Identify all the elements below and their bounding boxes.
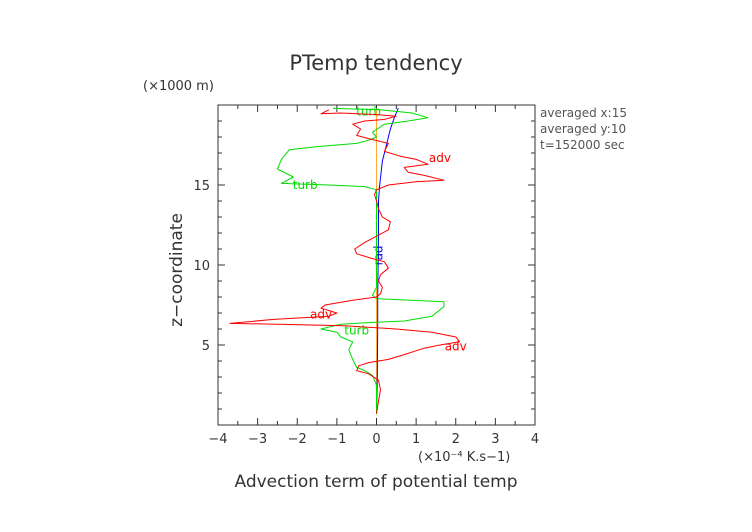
x-unit-label: (×10⁻⁴ K.s−1)	[418, 450, 510, 465]
annotation-averaged-y: averaged y:10	[540, 122, 626, 136]
series-label-adv: adv	[445, 340, 467, 354]
x-axis-label: Advection term of potential temp	[234, 472, 517, 492]
y-unit-label: (×1000 m)	[143, 79, 214, 94]
series-label-adv: adv	[310, 308, 332, 322]
y-tick-label: 5	[202, 339, 210, 354]
series-line-turb	[276, 107, 445, 414]
y-axis-label: z−coordinate	[167, 213, 187, 327]
x-tick-label: −4	[208, 432, 227, 447]
series-label-turb: turb	[293, 178, 318, 192]
series-label-rad: rad	[371, 245, 385, 265]
series-label-turb: turb	[356, 104, 381, 118]
y-tick-label: 15	[193, 179, 210, 194]
y-tick-label: 10	[193, 259, 210, 274]
series-line-adv	[229, 109, 461, 414]
x-tick-label: −2	[288, 432, 307, 447]
annotation-time: t=152000 sec	[540, 138, 625, 152]
x-tick-label: −1	[327, 432, 346, 447]
series-line-rad	[376, 108, 399, 414]
x-tick-label: 1	[412, 432, 420, 447]
chart-title: PTemp tendency	[289, 51, 462, 75]
x-tick-label: −3	[248, 432, 267, 447]
x-tick-label: 2	[452, 432, 460, 447]
x-tick-label: 3	[491, 432, 499, 447]
series-label-adv: adv	[429, 151, 451, 165]
x-tick-label: 4	[531, 432, 539, 447]
x-tick-label: 0	[372, 432, 380, 447]
annotation-averaged-x: averaged x:15	[540, 106, 627, 120]
